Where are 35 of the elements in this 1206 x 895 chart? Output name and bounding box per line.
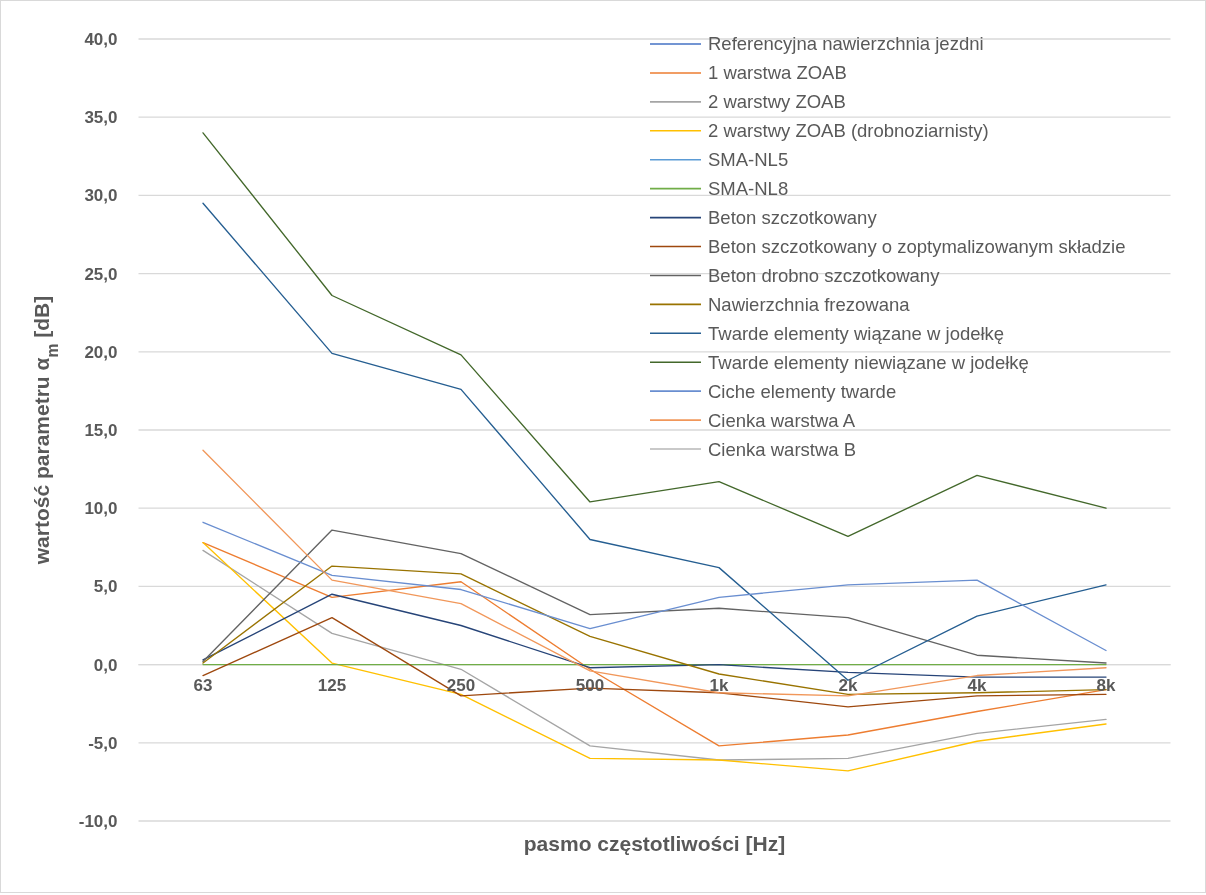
y-tick-label: -10,0 (78, 811, 118, 831)
legend-label: Referencyjna nawierzchnia jezdni (708, 33, 984, 55)
legend-label: SMA-NL5 (708, 149, 789, 171)
y-tick-label: 35,0 (84, 108, 118, 128)
legend-label: Beton szczotkowany o zoptymalizowanym składzie (708, 235, 1126, 257)
x-tick-label: 4k (967, 675, 987, 695)
legend-label: 1 warstwa ZOAB (708, 62, 847, 84)
legend-label: Beton drobno szczotkowany (708, 264, 941, 286)
legend-label: 2 warstwy ZOAB (drobnoziarnisty) (708, 120, 989, 142)
x-tick-label: 250 (446, 675, 476, 695)
legend-label: Twarde elementy niewiązane w jodełkę (708, 351, 1029, 373)
x-axis-title: pasmo częstotliwości [Hz] (523, 832, 786, 855)
y-tick-label: 5,0 (93, 577, 118, 597)
legend-label: 2 warstwy ZOAB (708, 91, 846, 113)
y-tick-label: 0,0 (93, 655, 118, 675)
line-series (202, 593, 1107, 678)
legend-label: Twarde elementy wiązane w jodełkę (708, 322, 1005, 344)
y-tick-label: 15,0 (84, 420, 118, 440)
x-tick-label: 8k (1096, 675, 1116, 695)
legend-label: SMA-NL8 (708, 178, 789, 200)
x-tick-label: 63 (193, 675, 213, 695)
x-tick-label: 1k (709, 675, 729, 695)
y-tick-label: 20,0 (84, 342, 118, 362)
x-tick-label: 2k (838, 675, 858, 695)
y-tick-label: 40,0 (84, 29, 118, 49)
y-tick-label: 10,0 (84, 499, 118, 519)
legend-label: Beton szczotkowany (708, 207, 878, 229)
y-tick-label: -5,0 (88, 733, 118, 753)
legend-label: Cienka warstwa B (708, 438, 857, 460)
legend-label: Ciche elementy twarde (708, 380, 897, 402)
legend-label: Nawierzchnia frezowana (708, 293, 911, 315)
y-tick-label: 30,0 (84, 186, 118, 206)
x-tick-label: 125 (317, 675, 347, 695)
legend-label: Cienka warstwa A (708, 409, 856, 431)
y-tick-label: 25,0 (84, 264, 118, 284)
